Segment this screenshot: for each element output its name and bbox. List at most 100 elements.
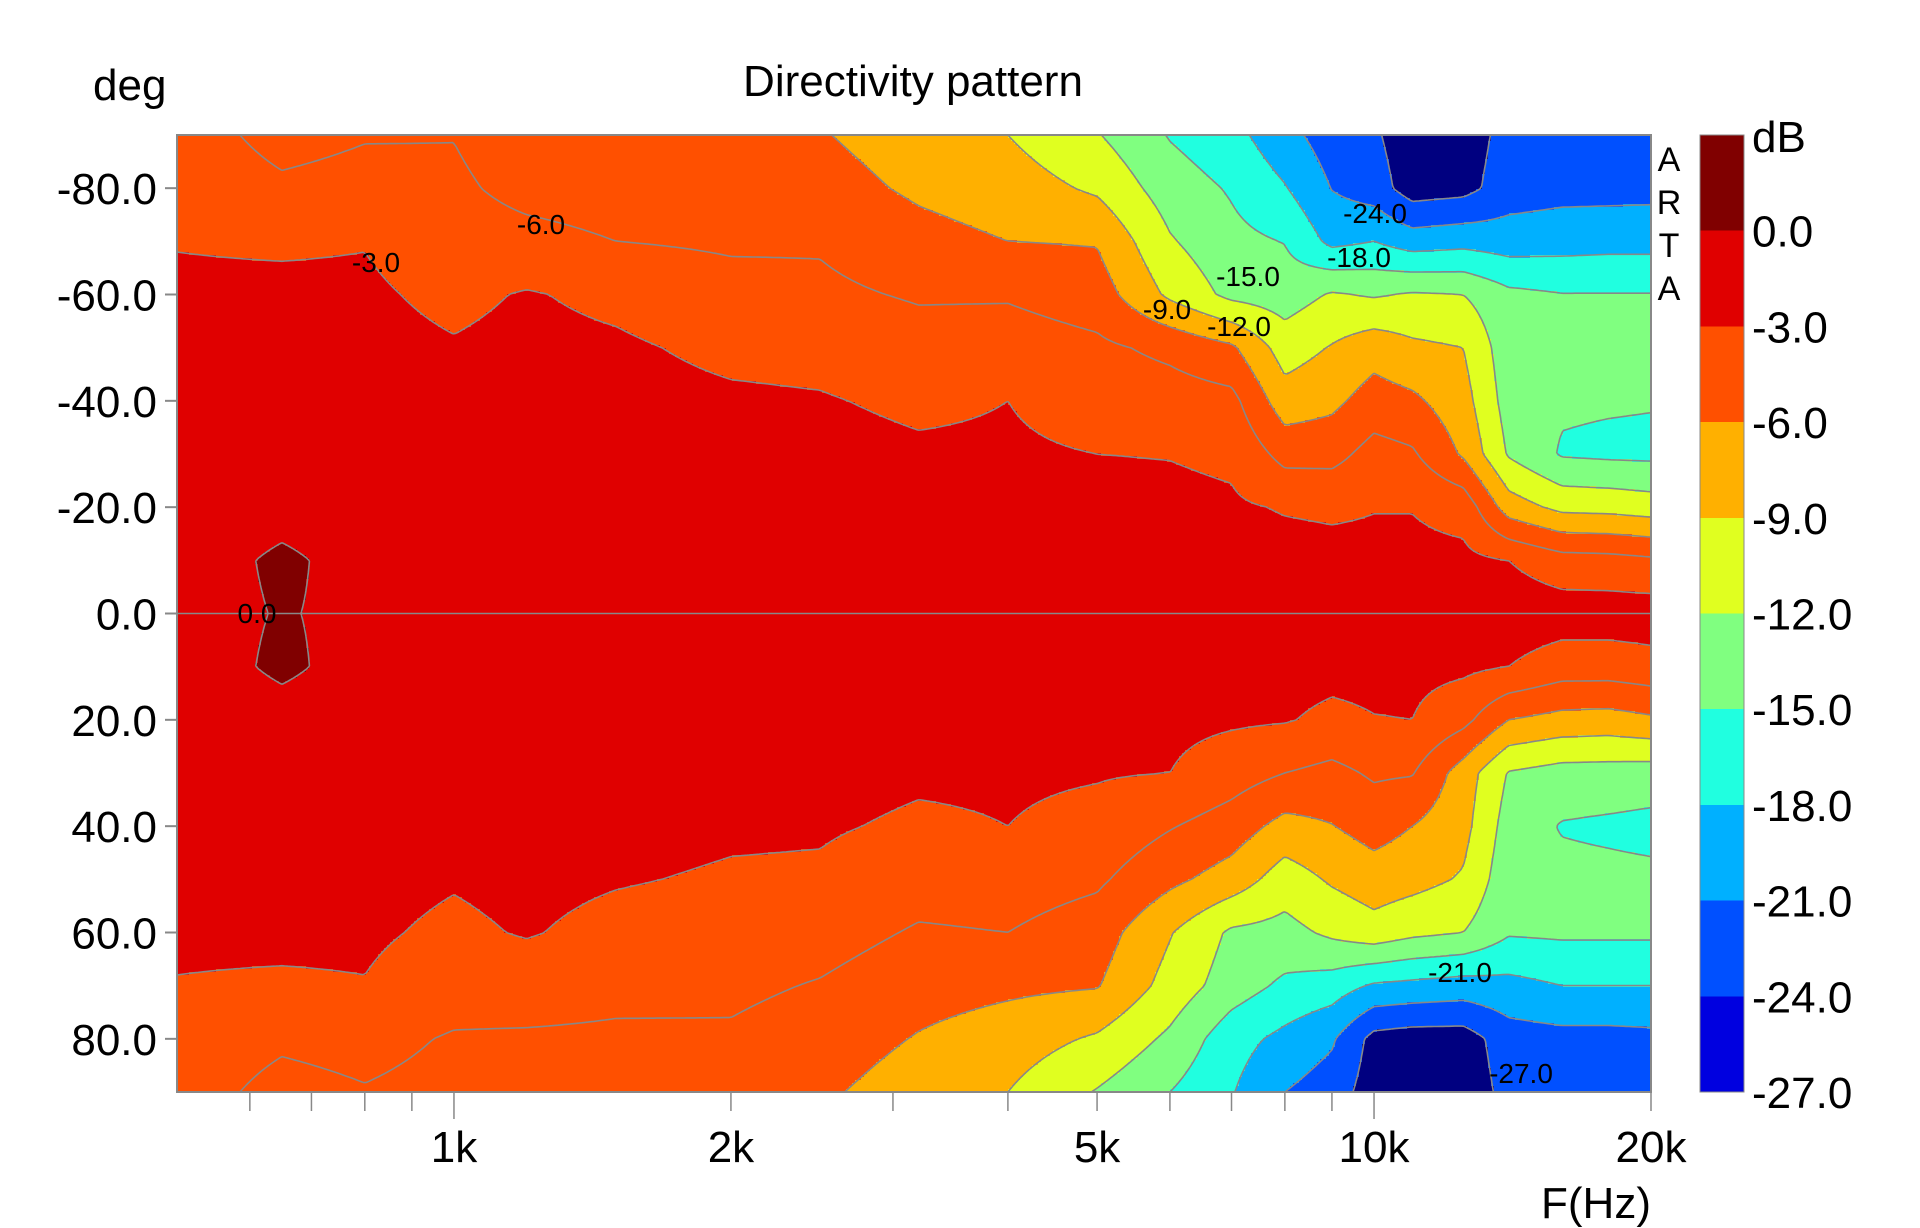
contour-band (1263, 156, 1318, 160)
contour-band (306, 642, 1552, 646)
contour-band (1029, 426, 1447, 430)
contour-band (888, 1053, 1051, 1057)
y-tick-label: 0.0 (96, 591, 157, 640)
contour-band (258, 576, 310, 580)
contour-band (177, 609, 268, 613)
contour-band (177, 1062, 877, 1066)
contour-band (1422, 816, 1474, 820)
contour-band (1614, 639, 1652, 643)
contour-band (1305, 213, 1387, 217)
contour-band (177, 912, 427, 916)
contour-band (1344, 1029, 1378, 1033)
contour-band (300, 552, 1480, 556)
contour-band (1332, 822, 1417, 826)
contour-band (1488, 1050, 1652, 1054)
contour-band (852, 1083, 1015, 1087)
contour-band (1473, 816, 1501, 820)
contour-band (1362, 1056, 1489, 1060)
contour-band (177, 1080, 856, 1084)
contour-band (1152, 984, 1204, 988)
contour-band (1491, 867, 1652, 871)
contour-band (1335, 1041, 1366, 1045)
contour-band (1368, 1035, 1483, 1039)
contour-band (1458, 453, 1486, 457)
contour-band (1107, 270, 1150, 274)
contour-band (1305, 210, 1384, 214)
contour-band (177, 675, 271, 679)
contour-band (309, 573, 1528, 577)
contour-band (1341, 891, 1420, 895)
contour-band (1467, 1026, 1648, 1030)
contour-band (177, 375, 724, 379)
contour-band (1530, 255, 1652, 259)
contour-band (303, 618, 1652, 622)
contour-band (1413, 513, 1507, 517)
contour-band (1497, 390, 1652, 394)
contour-band (1113, 1074, 1186, 1078)
contour-band (660, 345, 1237, 349)
contour-band (1119, 291, 1162, 295)
contour-band (1293, 255, 1510, 259)
contour-band (1482, 897, 1652, 901)
contour-band (177, 192, 898, 196)
contour-band (1431, 690, 1652, 694)
contour-band (1113, 954, 1165, 958)
contour-band (1161, 213, 1240, 217)
contour-band (1242, 924, 1306, 928)
contour-band (1491, 861, 1652, 865)
contour-band (177, 1041, 904, 1045)
contour-band (1014, 1083, 1102, 1087)
contour-band (1020, 1077, 1111, 1081)
contour-band (177, 168, 871, 172)
contour-band (1308, 216, 1393, 220)
contour-band (1257, 144, 1312, 148)
contour-band (912, 801, 937, 805)
contour-band (177, 993, 1042, 997)
contour-band (1536, 978, 1652, 982)
contour-band (1311, 1011, 1366, 1015)
contour-band (1467, 366, 1495, 370)
contour-band (1428, 525, 1540, 529)
contour-band (1242, 354, 1276, 358)
contour-band (1305, 306, 1477, 310)
contour-band (1278, 240, 1324, 244)
contour-band (177, 363, 694, 367)
contour-band (1137, 1056, 1198, 1060)
contour-band (1392, 183, 1483, 187)
contour-band (1158, 966, 1213, 970)
contour-band (1236, 489, 1489, 493)
contour-band (1038, 432, 1450, 436)
contour-band (1353, 519, 1420, 523)
contour-band (1254, 375, 1372, 379)
contour-band (381, 273, 1111, 277)
contour-band (1494, 729, 1652, 733)
contour-band (1329, 1050, 1363, 1054)
contour-band (1263, 390, 1357, 394)
contour-band (1365, 984, 1564, 988)
contour-band (915, 1032, 1096, 1036)
contour-band (1263, 876, 1321, 880)
contour-band (426, 912, 484, 916)
contour-band (177, 1089, 847, 1093)
contour-band (939, 1020, 1114, 1024)
contour-band (1308, 219, 1399, 223)
contour-band (177, 1008, 976, 1012)
contour-band (1491, 1077, 1652, 1081)
contour-band (732, 378, 1258, 382)
contour-band (1290, 252, 1495, 256)
contour-band (177, 159, 862, 163)
contour-band (1485, 1038, 1652, 1042)
contour-band (1326, 177, 1393, 181)
contour-band (924, 207, 1111, 211)
contour-band (177, 633, 262, 637)
contour-band (1473, 804, 1501, 808)
contour-band (1104, 1026, 1168, 1030)
contour-band (1122, 930, 1177, 934)
contour-band (1482, 183, 1652, 187)
contour-band (1239, 846, 1369, 850)
contour-band (1482, 438, 1504, 442)
contour-band (1359, 294, 1390, 298)
contour-band (564, 915, 1138, 919)
contour-band (1194, 333, 1255, 337)
contour-band (639, 336, 1207, 340)
